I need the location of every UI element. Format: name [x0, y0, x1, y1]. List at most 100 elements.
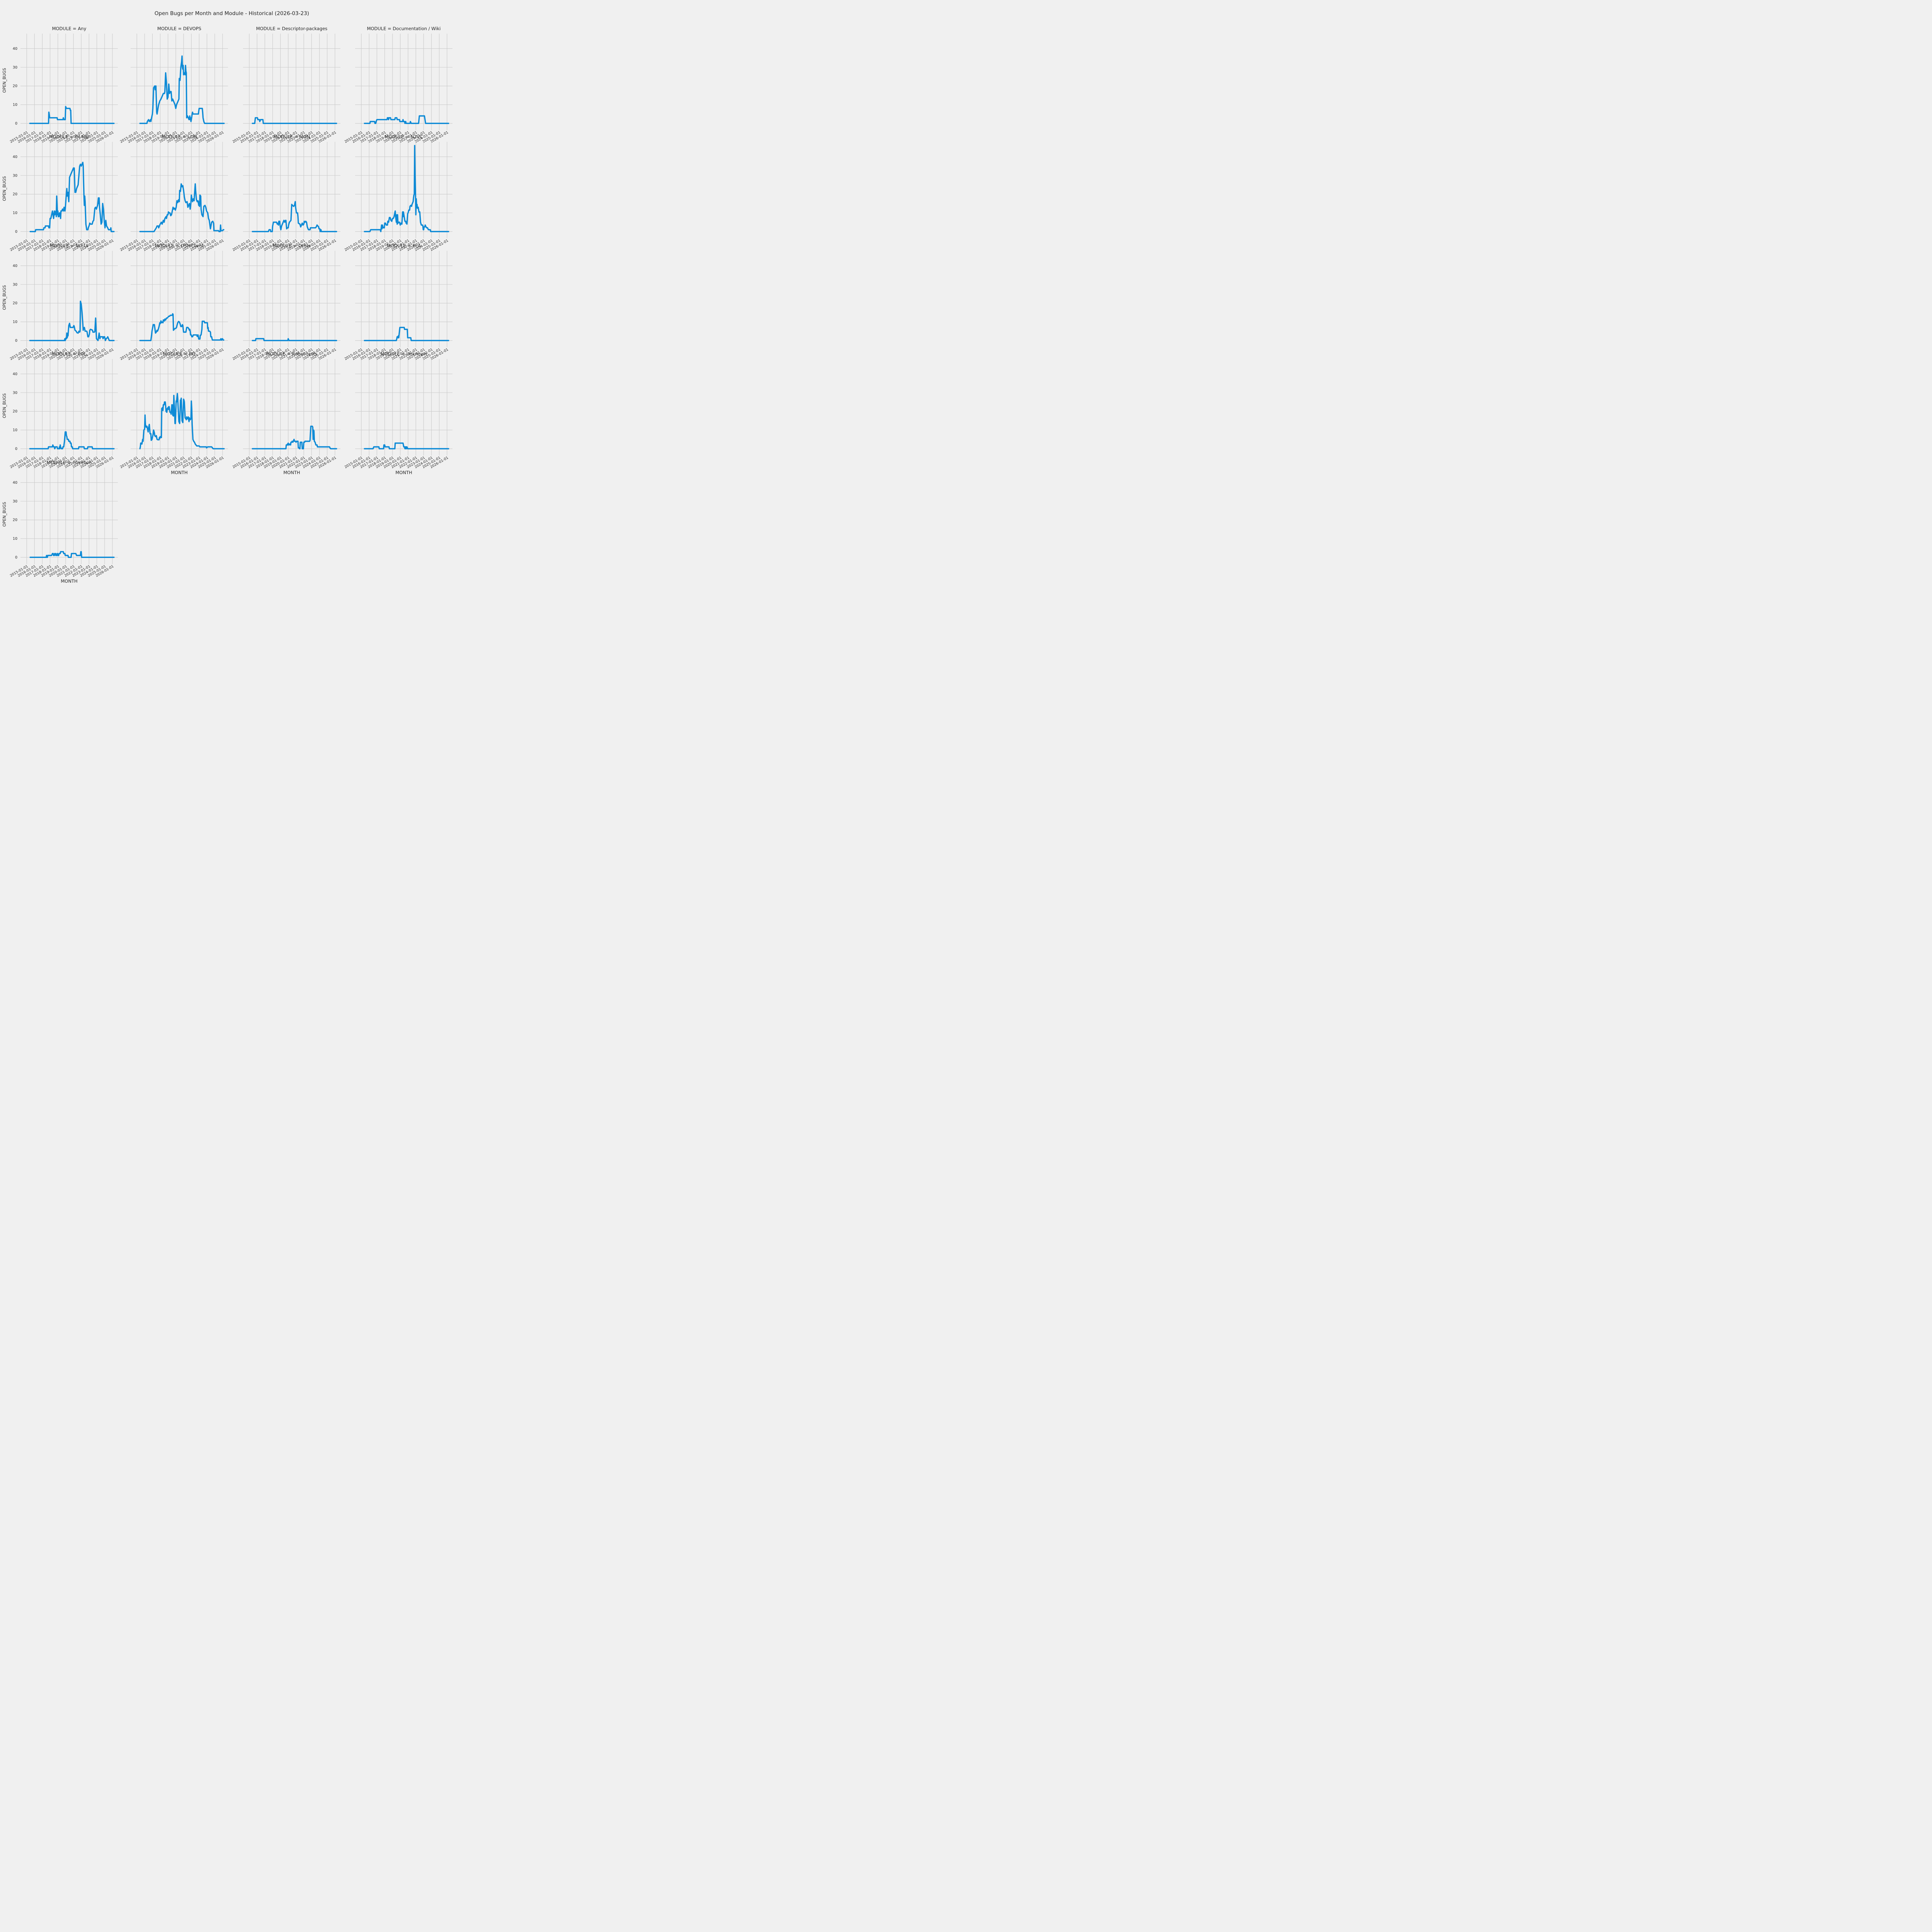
facet-title: MODULE = PLA	[387, 243, 421, 248]
facet-title: MODULE = MON	[274, 134, 310, 139]
facet-title: MODULE = Other	[272, 243, 311, 248]
y-tick-label: 20	[13, 301, 17, 306]
y-tick-label: 30	[13, 282, 17, 287]
facet-title: MODULE = LCM	[162, 134, 197, 139]
facet-title: MODULE = Robot-tests	[266, 351, 317, 357]
facet-title: MODULE = Any	[52, 26, 87, 31]
y-axis-label: OPEN_BUGS	[2, 176, 7, 201]
y-tick-label: 10	[13, 428, 17, 432]
grid	[243, 34, 340, 130]
grid	[131, 34, 228, 130]
facet-Documentation / Wiki: MODULE = Documentation / Wiki2015-01-012…	[344, 26, 452, 144]
facet-title: MODULE = common	[47, 460, 92, 465]
y-tick-label: 20	[13, 84, 17, 88]
series-line-N2VC	[364, 145, 449, 233]
facet-MON: MODULE = MON2015-01-012016-01-012017-01-…	[232, 134, 340, 252]
grid	[131, 359, 228, 456]
y-axis-label: OPEN_BUGS	[2, 393, 7, 418]
x-axis-label: MONTH	[395, 470, 412, 475]
facet-POL: MODULE = POL2015-01-012016-01-012017-01-…	[2, 351, 118, 469]
y-tick-label: 10	[13, 537, 17, 541]
facet-NG-UI: MODULE = NG-UI2015-01-012016-01-012017-0…	[2, 243, 118, 361]
y-tick-label: 40	[13, 481, 17, 485]
series-line-Descriptor-packages	[252, 117, 337, 124]
facet-Robot-tests: MODULE = Robot-tests2015-01-012016-01-01…	[232, 351, 340, 475]
series-line-DEVOPS	[139, 55, 225, 124]
facet-Other: MODULE = Other2015-01-012016-01-012017-0…	[232, 243, 340, 361]
facet-title: MODULE = POL	[52, 351, 87, 357]
grid	[20, 468, 118, 564]
facet-title: MODULE = RO	[163, 351, 196, 357]
series-line-Any	[29, 106, 115, 124]
series-line-NG-UI	[29, 300, 115, 342]
series-line-common	[29, 551, 115, 558]
grid	[243, 251, 340, 347]
facet-Unknown: MODULE = Unknown2015-01-012016-01-012017…	[344, 351, 452, 475]
y-tick-label: 20	[13, 192, 17, 197]
facet-title: MODULE = IM-NBI	[49, 134, 89, 139]
series-line-OSMClient	[139, 313, 224, 342]
x-axis-label: MONTH	[171, 470, 187, 475]
facet-N2VC: MODULE = N2VC2015-01-012016-01-012017-01…	[344, 134, 452, 252]
series-line-Other	[252, 338, 337, 342]
facet-common: MODULE = common2015-01-012016-01-012017-…	[2, 460, 118, 584]
grid	[355, 142, 452, 238]
facet-title: MODULE = NG-UI	[50, 243, 88, 248]
y-tick-label: 10	[13, 211, 17, 215]
facet-title: MODULE = DEVOPS	[157, 26, 201, 31]
y-tick-label: 30	[13, 499, 17, 503]
facet-PLA: MODULE = PLA2015-01-012016-01-012017-01-…	[344, 243, 452, 361]
facet-Descriptor-packages: MODULE = Descriptor-packages2015-01-0120…	[232, 26, 340, 144]
y-tick-label: 40	[13, 372, 17, 376]
y-tick-label: 0	[15, 339, 17, 343]
grid	[243, 142, 340, 238]
y-tick-label: 40	[13, 47, 17, 51]
facet-IM-NBI: MODULE = IM-NBI2015-01-012016-01-012017-…	[2, 134, 118, 252]
y-axis-label: OPEN_BUGS	[2, 285, 7, 310]
series-line-LCM	[139, 183, 224, 233]
series-line-Robot-tests	[252, 425, 337, 450]
grid	[20, 359, 118, 456]
y-tick-label: 20	[13, 518, 17, 522]
y-tick-label: 0	[15, 556, 17, 560]
facet-Any: MODULE = Any2015-01-012016-01-012017-01-…	[2, 26, 118, 144]
series-line-Documentation / Wiki	[364, 115, 449, 124]
y-axis-label: OPEN_BUGS	[2, 502, 7, 527]
y-tick-label: 0	[15, 447, 17, 451]
grid	[20, 251, 118, 347]
facet-RO: MODULE = RO2015-01-012016-01-012017-01-0…	[119, 351, 228, 475]
grid	[131, 251, 228, 347]
y-tick-label: 10	[13, 320, 17, 324]
x-axis-label: MONTH	[61, 578, 77, 584]
series-line-MON	[252, 201, 337, 233]
grid	[355, 359, 452, 456]
series-line-PLA	[364, 327, 449, 342]
grid	[355, 251, 452, 347]
series-line-IM-NBI	[29, 162, 115, 233]
facet-LCM: MODULE = LCM2015-01-012016-01-012017-01-…	[119, 134, 228, 252]
y-tick-label: 30	[13, 65, 17, 70]
y-tick-label: 40	[13, 155, 17, 159]
figure-title: Open Bugs per Month and Module - Histori…	[154, 10, 310, 17]
y-tick-label: 0	[15, 230, 17, 234]
grid	[20, 34, 118, 130]
series-line-RO	[139, 393, 225, 450]
facet-title: MODULE = Descriptor-packages	[256, 26, 328, 31]
y-tick-label: 40	[13, 264, 17, 268]
y-tick-label: 30	[13, 391, 17, 395]
grid	[355, 34, 452, 130]
facet-OSMClient: MODULE = OSMClient2015-01-012016-01-0120…	[119, 243, 228, 361]
series-line-Unknown	[364, 442, 449, 450]
y-tick-label: 30	[13, 173, 17, 178]
x-axis-label: MONTH	[283, 470, 300, 475]
y-axis-label: OPEN_BUGS	[2, 68, 7, 93]
facet-title: MODULE = OSMClient	[155, 243, 204, 248]
y-tick-label: 20	[13, 410, 17, 414]
y-tick-label: 0	[15, 122, 17, 126]
y-tick-label: 10	[13, 103, 17, 107]
facet-DEVOPS: MODULE = DEVOPS2015-01-012016-01-012017-…	[119, 26, 228, 144]
facet-title: MODULE = Documentation / Wiki	[367, 26, 441, 31]
facet-title: MODULE = Unknown	[381, 351, 427, 357]
series-line-POL	[29, 431, 115, 450]
facet-title: MODULE = N2VC	[385, 134, 423, 139]
